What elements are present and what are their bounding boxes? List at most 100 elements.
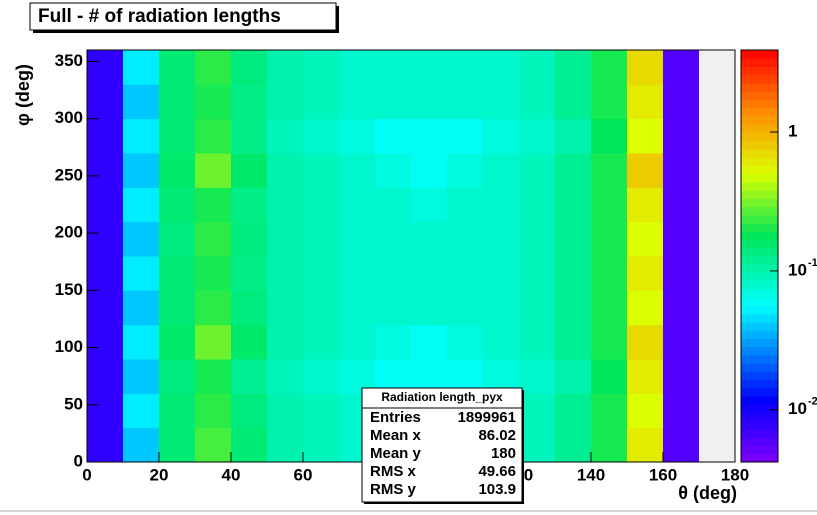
cell bbox=[699, 118, 736, 154]
cell bbox=[123, 393, 160, 429]
cell bbox=[519, 256, 556, 291]
cell bbox=[411, 290, 448, 326]
cell bbox=[87, 50, 124, 85]
colorbar-step bbox=[741, 256, 778, 265]
cell bbox=[555, 290, 592, 326]
colorbar-step bbox=[741, 239, 778, 249]
stats-value: 103.9 bbox=[478, 481, 516, 498]
stats-label: RMS y bbox=[370, 481, 417, 498]
cell bbox=[87, 359, 124, 394]
colorbar-step bbox=[741, 198, 778, 208]
cell bbox=[375, 290, 412, 326]
cell bbox=[123, 324, 160, 360]
cell bbox=[447, 324, 484, 360]
cell bbox=[303, 290, 340, 326]
cell bbox=[591, 427, 628, 463]
cell bbox=[231, 359, 268, 394]
colorbar-step bbox=[741, 190, 778, 199]
cell bbox=[627, 359, 664, 394]
colorbar-step bbox=[741, 305, 778, 315]
cell bbox=[447, 118, 484, 154]
x-tick-label: 60 bbox=[294, 465, 313, 484]
colorbar-step bbox=[741, 420, 778, 430]
z-tick-exponent: -1 bbox=[808, 257, 817, 269]
colorbar-step bbox=[741, 404, 778, 414]
stats-value: 86.02 bbox=[478, 427, 516, 444]
stats-label: Entries bbox=[370, 409, 421, 426]
y-tick-label: 100 bbox=[55, 337, 83, 356]
colorbar-step bbox=[741, 58, 778, 67]
cell bbox=[159, 393, 196, 429]
z-tick-exponent: -2 bbox=[808, 396, 817, 408]
cell bbox=[267, 359, 304, 394]
colorbar-step bbox=[741, 173, 778, 183]
cell bbox=[699, 393, 736, 429]
cell bbox=[483, 84, 520, 120]
cell bbox=[627, 427, 664, 463]
cell bbox=[303, 393, 340, 429]
cell bbox=[663, 359, 700, 394]
cell bbox=[267, 256, 304, 291]
cell bbox=[375, 153, 412, 188]
cell bbox=[519, 427, 556, 463]
cell bbox=[483, 256, 520, 291]
cell bbox=[303, 50, 340, 85]
colorbar-step bbox=[741, 445, 778, 455]
cell bbox=[699, 84, 736, 120]
cell bbox=[231, 153, 268, 188]
cell bbox=[555, 187, 592, 223]
cell bbox=[591, 290, 628, 326]
colorbar-step bbox=[741, 99, 778, 109]
cell bbox=[231, 324, 268, 360]
cell bbox=[591, 84, 628, 120]
cell bbox=[267, 153, 304, 188]
cell bbox=[195, 359, 232, 394]
cell bbox=[123, 359, 160, 394]
cell bbox=[519, 393, 556, 429]
cell bbox=[159, 50, 196, 85]
y-tick-label: 300 bbox=[55, 108, 83, 127]
stats-value: 49.66 bbox=[478, 463, 516, 480]
cell bbox=[483, 187, 520, 223]
title-box bbox=[29, 2, 337, 31]
cell bbox=[519, 324, 556, 360]
x-tick-label: 180 bbox=[721, 465, 749, 484]
cell bbox=[627, 393, 664, 429]
colorbar-step bbox=[741, 429, 778, 438]
x-tick-label: 0 bbox=[82, 465, 91, 484]
cell bbox=[483, 324, 520, 360]
colorbar-step bbox=[741, 363, 778, 372]
cell bbox=[411, 118, 448, 154]
cell bbox=[339, 118, 376, 154]
cell bbox=[267, 393, 304, 429]
colorbar-step bbox=[741, 371, 778, 381]
colorbar-step bbox=[741, 288, 778, 298]
cell bbox=[663, 256, 700, 291]
colorbar-step bbox=[741, 74, 778, 84]
x-tick-label: 140 bbox=[577, 465, 605, 484]
colorbar-step bbox=[741, 412, 778, 422]
cell bbox=[447, 50, 484, 85]
colorbar-step bbox=[741, 124, 778, 133]
cell bbox=[339, 324, 376, 360]
cell bbox=[627, 324, 664, 360]
cell bbox=[339, 153, 376, 188]
cell bbox=[123, 256, 160, 291]
cell bbox=[123, 50, 160, 85]
cell bbox=[483, 118, 520, 154]
colorbar-step bbox=[741, 214, 778, 224]
cell bbox=[555, 359, 592, 394]
cell bbox=[303, 324, 340, 360]
colorbar-step bbox=[741, 82, 778, 92]
x-tick-label: 160 bbox=[649, 465, 677, 484]
cell bbox=[519, 187, 556, 223]
cell bbox=[231, 221, 268, 257]
cell bbox=[303, 84, 340, 120]
cell bbox=[519, 359, 556, 394]
cell bbox=[231, 84, 268, 120]
cell bbox=[591, 324, 628, 360]
cell bbox=[231, 256, 268, 291]
cell bbox=[303, 427, 340, 463]
cell bbox=[303, 359, 340, 394]
cell bbox=[591, 118, 628, 154]
